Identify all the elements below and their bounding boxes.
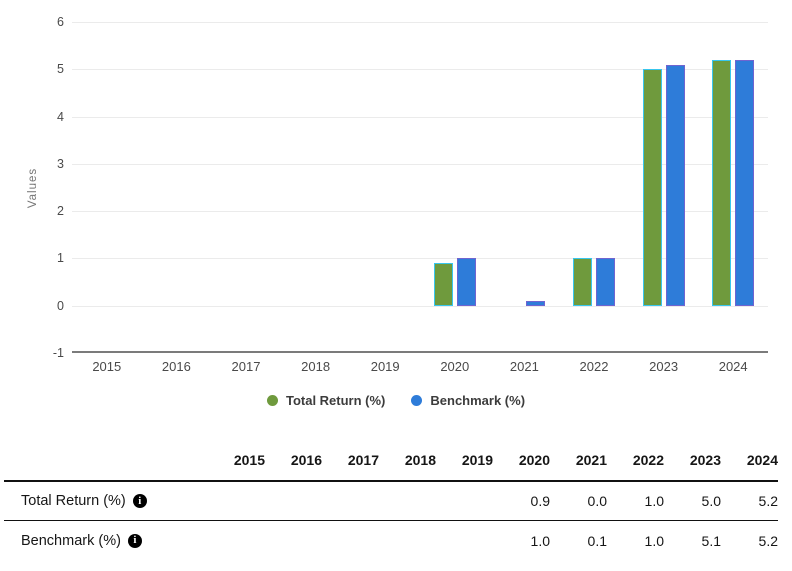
- y-axis-tick-label: 0: [57, 298, 64, 313]
- row-label: Total Return (%) i: [4, 493, 208, 509]
- table-cell-value: 5.2: [758, 493, 778, 509]
- bar-total-return-2022[interactable]: [573, 258, 592, 306]
- x-axis-label: 2021: [509, 359, 539, 374]
- legend-label: Total Return (%): [285, 392, 386, 408]
- x-axis-line: [72, 351, 768, 353]
- bar-total-return-2024[interactable]: [712, 59, 732, 306]
- table-header-year: 2024: [746, 452, 778, 468]
- table-cell-value: 1.0: [644, 532, 664, 549]
- gridline: [72, 163, 768, 165]
- bar-benchmark-2022[interactable]: [596, 258, 615, 306]
- x-axis-label: 2020: [440, 359, 470, 374]
- legend-swatch-icon: [266, 394, 278, 406]
- y-axis-tick-label: 3: [57, 156, 64, 171]
- y-axis-tick-label: -1: [52, 346, 64, 360]
- bar-benchmark-2020[interactable]: [456, 258, 476, 306]
- gridline: [72, 211, 768, 213]
- table-header-year: 2019: [461, 452, 493, 468]
- bar-benchmark-2023[interactable]: [665, 64, 685, 306]
- gridline: [72, 69, 768, 71]
- table-cell-value: 0.1: [587, 532, 607, 549]
- table-header-year: 2021: [575, 452, 607, 468]
- x-axis-label: 2023: [649, 359, 679, 374]
- x-axis-label: 2022: [579, 359, 609, 374]
- table-cell-value: 5.0: [701, 493, 721, 509]
- returns-table: 2015 2016 2017 2018 2019 2020 2021 2022 2023 2024…: [4, 440, 778, 560]
- table-header-year: 2022: [632, 452, 664, 468]
- table-cell-value: 1.0: [644, 493, 664, 509]
- info-icon[interactable]: i: [127, 533, 142, 548]
- x-axis-label: 2018: [301, 359, 331, 374]
- legend-label: Benchmark (%): [430, 392, 526, 408]
- bar-benchmark-2021[interactable]: [526, 301, 546, 306]
- table-header-year: 2020: [518, 452, 550, 468]
- plot-area: [72, 22, 768, 353]
- table-header-year: 2023: [689, 452, 721, 468]
- y-axis-tick-label: 6: [57, 15, 64, 29]
- y-axis-tick-label: 1: [57, 251, 64, 266]
- gridline: [72, 305, 768, 307]
- table-cell-value: 5.2: [758, 532, 778, 549]
- table-row-total-return: Total Return (%) i 0.9 0.0 1.0 5.0 5.2: [4, 482, 778, 521]
- gridline: [72, 116, 768, 118]
- table-cell-value: 0.0: [587, 493, 607, 509]
- table-cell-value: 1.0: [530, 532, 550, 549]
- table-header-year: 2015: [233, 452, 265, 468]
- x-axis-label: 2017: [231, 359, 261, 374]
- table-row-benchmark: Benchmark (%) i 1.0 0.1 1.0 5.1 5.2: [4, 521, 778, 560]
- info-icon[interactable]: i: [132, 494, 147, 508]
- row-label: Benchmark (%) i: [4, 533, 208, 549]
- bar-total-return-2023[interactable]: [642, 69, 662, 306]
- gridline: [72, 258, 768, 260]
- table-header-year: 2017: [347, 452, 379, 468]
- x-axis-label: 2024: [718, 359, 748, 374]
- x-axis-label: 2016: [161, 359, 191, 374]
- row-label-text: Total Return (%): [21, 493, 126, 509]
- table-header-year: 2018: [404, 452, 436, 468]
- table-header-row: 2015 2016 2017 2018 2019 2020 2021 2022 2023 2024: [4, 440, 778, 482]
- legend-swatch-icon: [411, 394, 423, 406]
- gridline: [72, 22, 768, 23]
- table-body: Total Return (%) i 0.9 0.0 1.0 5.0 5.2 Benchmar…: [4, 482, 778, 560]
- performance-bar-chart: Values 6 5 4 3 2 1 0 -1 2015 2016 2017 2018 2019 202…: [27, 15, 768, 374]
- x-axis-label: 2019: [370, 359, 400, 374]
- x-axis-label: 2015: [92, 359, 122, 374]
- y-axis-tick-label: 5: [57, 62, 64, 77]
- table-cell-value: 5.1: [701, 532, 721, 549]
- table-cell-value: 0.9: [530, 493, 550, 509]
- bar-total-return-2020[interactable]: [433, 263, 453, 306]
- legend-item-benchmark[interactable]: Benchmark (%): [411, 393, 525, 408]
- y-axis-tick-label: 2: [57, 204, 64, 219]
- row-label-text: Benchmark (%): [21, 532, 121, 549]
- legend-item-total-return[interactable]: Total Return (%): [266, 392, 386, 408]
- y-axis-tick-label: 4: [57, 109, 64, 124]
- table-header-year: 2016: [290, 452, 322, 468]
- chart-legend: Total Return (%) Benchmark (%): [0, 391, 792, 409]
- bar-benchmark-2024[interactable]: [735, 59, 755, 306]
